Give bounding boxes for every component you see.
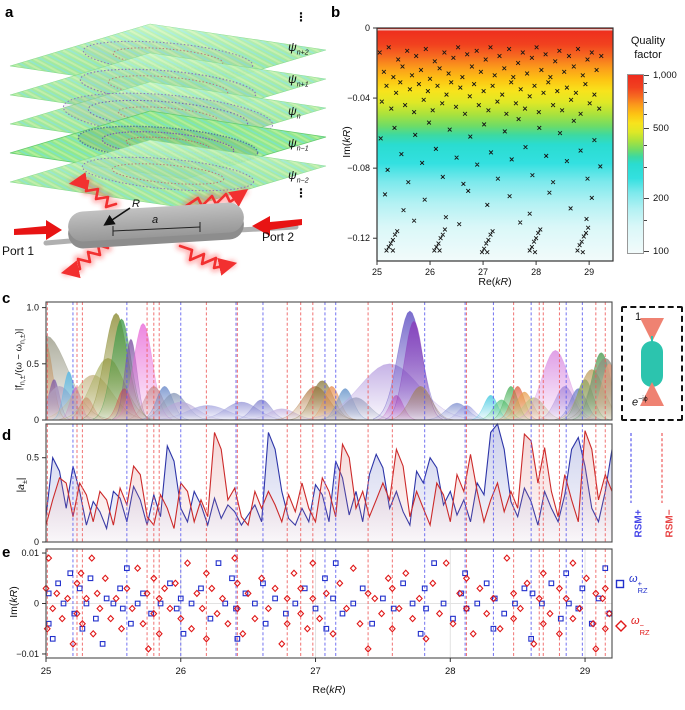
svg-text:29: 29	[580, 666, 591, 677]
colorbar-title: Quality factor	[630, 35, 666, 61]
psi-label-n-2: ψn−2	[288, 168, 309, 185]
shared-xlabel: Re(kR)	[312, 684, 346, 696]
panel-d-ylabel: |a±|	[14, 477, 30, 493]
colorbar-tick-label: 100	[653, 246, 669, 257]
port1-arrow-icon	[14, 220, 62, 240]
radius-label: R	[132, 198, 140, 210]
panel-b-chart: 25 26 27 28 29 0 −0.04 −0.08 −0.12	[347, 23, 614, 277]
svg-text:26: 26	[425, 267, 435, 277]
panel-c-label: c	[2, 290, 11, 307]
port2-label: Port 2	[262, 230, 295, 244]
panel-e-label: e	[2, 544, 11, 561]
svg-text:25: 25	[372, 267, 382, 277]
inset-port-number: 1	[635, 311, 642, 323]
colorbar-tick-label: 500	[653, 122, 669, 134]
svg-text:29: 29	[584, 267, 594, 277]
svg-text:−0.12: −0.12	[347, 233, 370, 243]
port2-arrow-icon	[252, 216, 302, 236]
svg-text:0: 0	[34, 537, 39, 547]
svg-text:28: 28	[531, 267, 541, 277]
panel-b-ylabel: Im(kR)	[341, 126, 353, 158]
colorbar-gradient	[627, 74, 644, 254]
ellipsis-top: ⋮	[295, 10, 307, 24]
colorbar: 1,000 500 200 100	[627, 70, 685, 257]
svg-text:0.5: 0.5	[26, 359, 39, 369]
inset-resonator-drawing	[640, 318, 664, 406]
svg-text:0: 0	[365, 23, 370, 33]
svg-text:0.01: 0.01	[21, 548, 39, 558]
svg-text:0: 0	[34, 599, 39, 609]
colorbar-tick-label: 200	[653, 193, 669, 205]
panel-b-label: b	[331, 4, 341, 21]
omega-plus-square-icon	[615, 579, 625, 588]
panel-b-xlabel: Re(kR)	[478, 276, 512, 288]
port1-label: Port 1	[2, 244, 35, 258]
length-dimension-line	[112, 222, 201, 236]
psi-label-n+2: ψn+2	[288, 40, 309, 57]
panel-a-illustration	[9, 23, 327, 279]
phase-inset: 1 e−iϕ	[621, 306, 683, 421]
legend-rsm-plus: RSM+	[633, 509, 645, 538]
svg-text:27: 27	[310, 666, 321, 677]
panel-c-ylabel: |fn,±/(ω − ωn,±)|	[13, 328, 27, 391]
svg-text:26: 26	[175, 666, 186, 677]
length-label: a	[152, 214, 159, 226]
psi-label-n+1: ψn+1	[288, 72, 309, 89]
colorbar-tick-label: 1,000	[653, 70, 677, 81]
svg-text:25: 25	[41, 666, 52, 677]
svg-text:27: 27	[478, 267, 488, 277]
radius-pointer-arrow-icon	[103, 207, 131, 226]
svg-text:−0.04: −0.04	[347, 93, 370, 103]
svg-text:0.5: 0.5	[26, 453, 39, 463]
svg-text:1.0: 1.0	[26, 303, 39, 313]
ellipsis-bottom: ⋮	[295, 186, 307, 200]
panel-d-label: d	[2, 427, 12, 444]
panel-e-ylabel: Im(kR)	[8, 586, 20, 618]
svg-text:28: 28	[445, 666, 456, 677]
svg-text:−0.01: −0.01	[16, 649, 39, 659]
omega-minus-diamond-icon	[615, 619, 627, 632]
inset-phase-label: e−iϕ	[632, 396, 648, 409]
svg-text:0: 0	[34, 415, 39, 425]
legend-omega-minus: ω − RZ	[615, 615, 650, 636]
svg-text:−0.08: −0.08	[347, 163, 370, 173]
panel-a-label: a	[5, 4, 14, 21]
legend-omega-plus: ω + RZ	[615, 573, 648, 594]
psi-label-n-1: ψn−1	[288, 136, 309, 153]
legend-rsm-minus: RSM−	[664, 509, 676, 538]
psi-label-n: ψn	[288, 104, 301, 121]
